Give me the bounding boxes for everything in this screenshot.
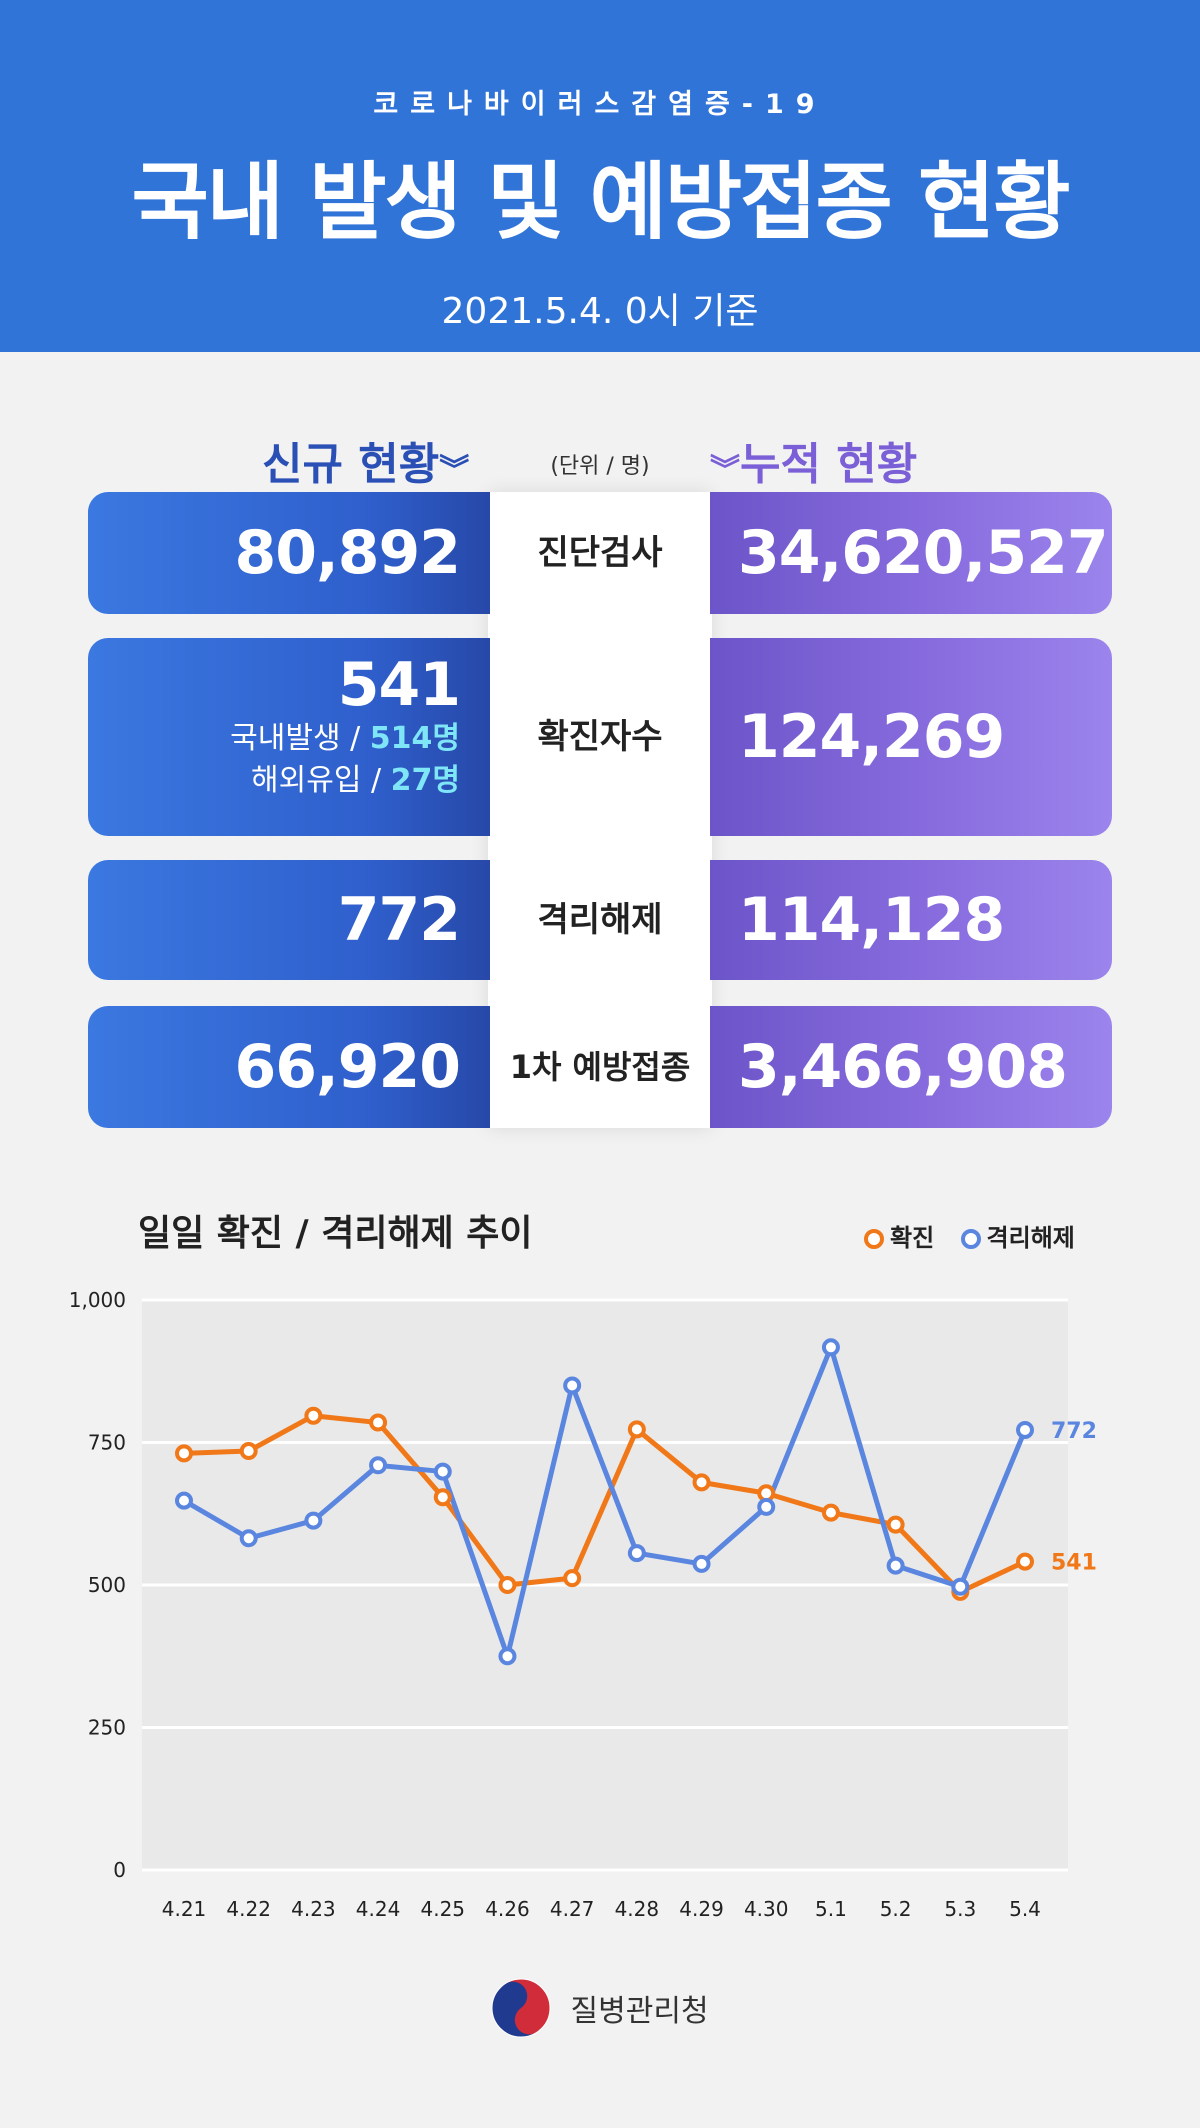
x-tick-label: 5.4	[1009, 1897, 1041, 1921]
line-chart: 1,000 750 500 250 0 4.21 4.22 4.23 4.24 4.25 4.26 4…	[69, 1288, 1097, 1921]
released-label: 격리해제	[537, 900, 663, 940]
data-point-released	[757, 1497, 776, 1516]
tests-label: 진단검사	[537, 533, 663, 573]
x-tick-label: 4.21	[162, 1897, 207, 1921]
overseas-value: 27명	[390, 763, 460, 798]
series-line-released	[182, 1344, 1028, 1659]
vaccinated-label: 1차 예방접종	[509, 1048, 691, 1086]
data-point-released	[951, 1577, 970, 1596]
cumulative-status-heading: ︾누적 현황	[710, 428, 917, 492]
legend-released-label: 격리해제	[986, 1224, 1075, 1252]
reference-date: 2021.5.4. 0시 기준	[441, 291, 759, 332]
data-point-released	[175, 1491, 193, 1510]
cumulative-status-label: 누적 현황	[740, 439, 918, 490]
data-point-released	[498, 1647, 517, 1666]
x-tick-label: 4.26	[485, 1897, 530, 1921]
new-status-label: 신규 현황	[262, 439, 440, 490]
x-tick-label: 5.1	[815, 1897, 847, 1921]
data-point-released	[239, 1529, 258, 1548]
y-tick-label: 750	[88, 1431, 126, 1455]
cumulative-released-value: 114,128	[738, 885, 1005, 955]
data-point-released	[692, 1554, 711, 1573]
y-tick-label: 250	[88, 1716, 126, 1740]
footer: 질병관리청	[0, 1978, 1200, 2038]
y-tick-label: 1,000	[69, 1288, 126, 1312]
x-tick-label: 4.27	[550, 1897, 595, 1921]
data-point-confirmed	[369, 1413, 388, 1432]
data-point-released	[1016, 1420, 1034, 1439]
data-point-confirmed	[239, 1442, 258, 1461]
header-banner: 코로나바이러스감염증-19 국내 발생 및 예방접종 현황 2021.5.4. …	[0, 0, 1200, 352]
new-tests-box: 80,892	[88, 492, 490, 614]
cumulative-vaccinated-box: 3,466,908	[710, 1006, 1112, 1128]
page-title: 국내 발생 및 예방접종 현황	[131, 153, 1070, 251]
data-point-confirmed	[1016, 1552, 1034, 1571]
cumulative-tests-value: 34,620,527	[738, 518, 1109, 588]
chart-title: 일일 확진 / 격리해제 추이	[138, 1213, 533, 1254]
data-point-confirmed	[563, 1569, 582, 1588]
new-confirmed-value: 541	[337, 650, 461, 720]
x-tick-label: 4.29	[679, 1897, 724, 1921]
confirmed-label: 확진자수	[537, 717, 663, 757]
new-vaccinated-box: 66,920	[88, 1006, 490, 1128]
x-tick-label: 4.23	[291, 1897, 336, 1921]
cumulative-vaccinated-value: 3,466,908	[738, 1032, 1068, 1102]
cumulative-tests-box: 34,620,527	[710, 492, 1112, 614]
chevron-down-icon: ︾	[439, 453, 470, 488]
data-point-released	[369, 1456, 388, 1475]
legend-confirmed-marker	[864, 1229, 884, 1249]
data-point-confirmed	[498, 1576, 517, 1594]
data-point-released	[563, 1376, 582, 1395]
x-tick-label: 4.30	[744, 1897, 789, 1921]
new-released-value: 772	[337, 885, 461, 955]
data-point-confirmed	[627, 1420, 646, 1439]
new-released-box: 772	[88, 860, 490, 980]
cumulative-released-box: 114,128	[710, 860, 1112, 980]
overseas-label: 해외유입 /	[251, 763, 382, 798]
stat-label-column	[488, 492, 712, 1128]
legend-confirmed-label: 확진	[890, 1224, 935, 1252]
cumulative-confirmed-box: 124,269	[710, 638, 1112, 836]
end-value-label-released: 772	[1051, 1419, 1097, 1444]
x-tick-label: 5.3	[944, 1897, 976, 1921]
header-subtitle: 코로나바이러스감염증-19	[373, 89, 827, 120]
data-point-confirmed	[175, 1444, 193, 1463]
end-value-label-confirmed: 541	[1051, 1551, 1097, 1576]
chevron-down-icon: ︾	[710, 453, 740, 488]
data-point-released	[304, 1511, 323, 1530]
y-tick-label: 0	[113, 1858, 126, 1882]
x-tick-label: 4.25	[421, 1897, 466, 1921]
legend-released-marker	[960, 1229, 981, 1249]
y-tick-label: 500	[88, 1573, 126, 1597]
x-tick-label: 4.24	[356, 1897, 401, 1921]
data-point-released	[886, 1556, 905, 1575]
x-tick-label: 5.2	[880, 1897, 912, 1921]
new-tests-value: 80,892	[234, 518, 461, 588]
new-confirmed-box: 541 국내발생 / 514명 해외유입 / 27명	[88, 638, 490, 836]
domestic-value: 514명	[369, 721, 460, 756]
overseas-breakdown: 해외유입 / 27명	[88, 760, 460, 802]
organization-name: 질병관리청	[570, 1994, 709, 2029]
data-point-confirmed	[692, 1473, 711, 1492]
data-point-released	[627, 1544, 646, 1563]
data-point-confirmed	[821, 1503, 840, 1522]
taegeuk-logo-icon	[491, 1978, 551, 2038]
new-vaccinated-value: 66,920	[234, 1032, 461, 1102]
cumulative-confirmed-value: 124,269	[738, 702, 1005, 772]
domestic-breakdown: 국내발생 / 514명	[88, 718, 460, 760]
data-point-confirmed	[433, 1488, 452, 1507]
data-point-confirmed	[304, 1406, 323, 1425]
legend-item-confirmed: 확진	[864, 1218, 934, 1253]
domestic-label: 국내발생 /	[230, 721, 361, 756]
data-point-released	[821, 1338, 840, 1357]
x-tick-label: 4.22	[226, 1897, 271, 1921]
unit-label: (단위 / 명)	[550, 454, 650, 479]
x-tick-label: 4.28	[615, 1897, 660, 1921]
legend-item-released: 격리해제	[960, 1218, 1075, 1253]
data-point-released	[433, 1462, 452, 1481]
new-status-heading: 신규 현황︾	[262, 428, 469, 492]
data-point-confirmed	[886, 1515, 905, 1534]
chart-legend: 확진 격리해제	[864, 1218, 1093, 1253]
